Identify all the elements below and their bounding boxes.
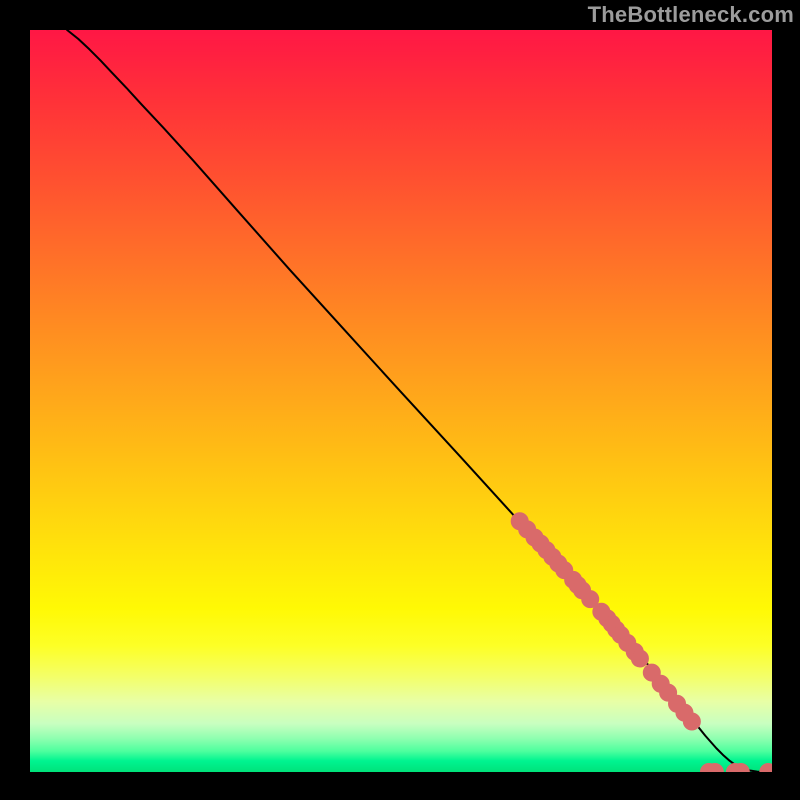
chart-svg [30, 30, 772, 772]
data-marker [683, 713, 700, 730]
chart-frame: TheBottleneck.com [0, 0, 800, 800]
chart-background [30, 30, 772, 772]
chart-plot-area [30, 30, 772, 772]
data-marker [631, 650, 648, 667]
watermark-text: TheBottleneck.com [588, 2, 794, 28]
